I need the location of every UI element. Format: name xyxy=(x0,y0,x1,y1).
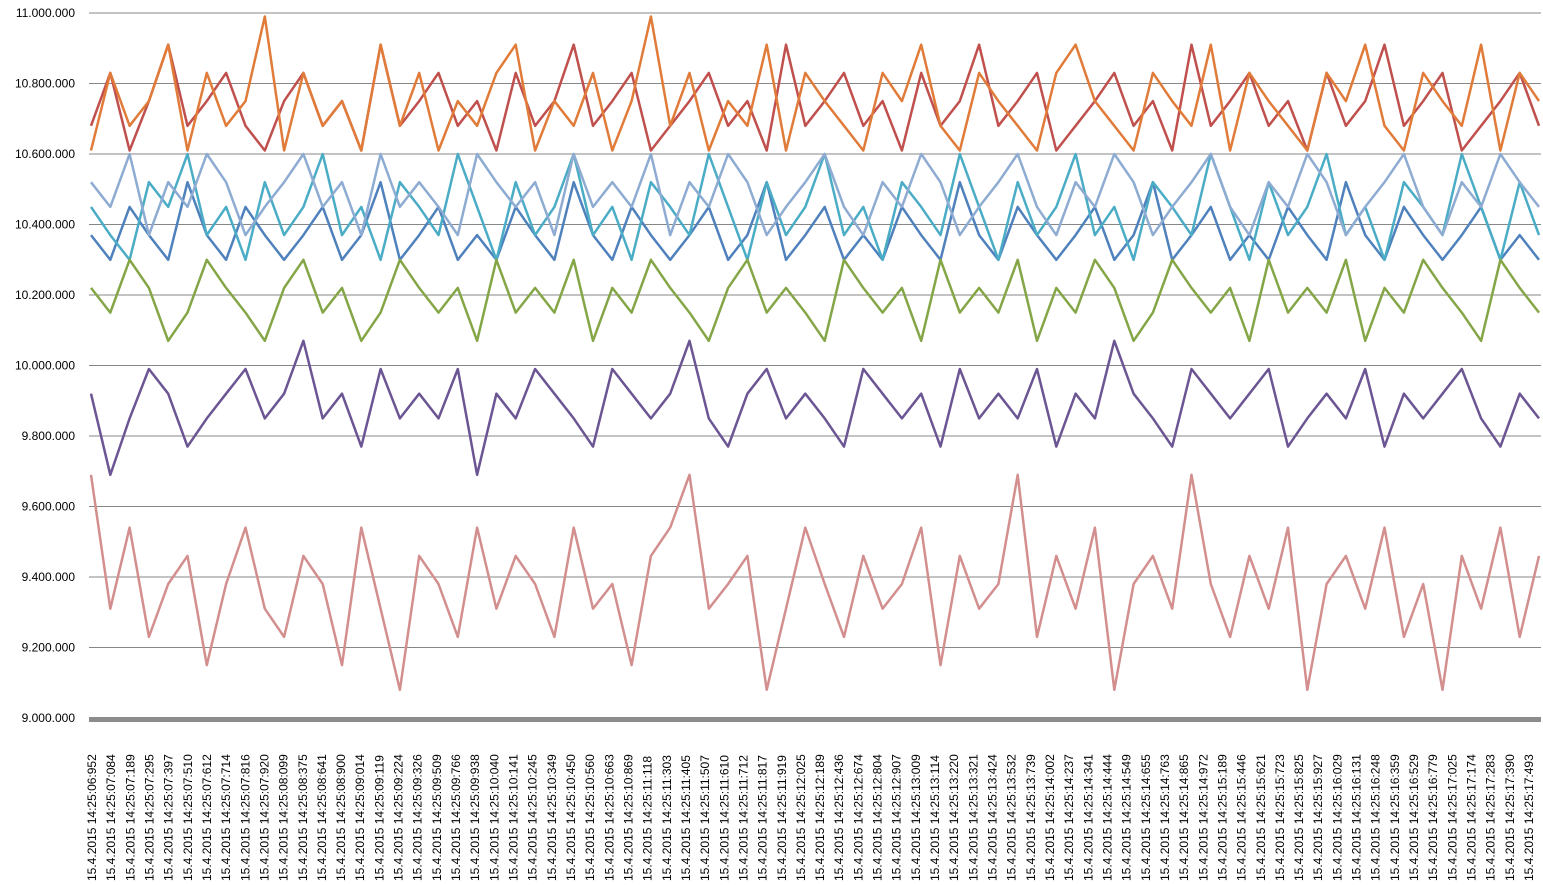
x-tick-label: 15.4.2015 14:25:08:641 xyxy=(315,754,329,881)
x-tick-label: 15.4.2015 14:25:10:560 xyxy=(583,754,597,881)
gridlines xyxy=(89,12,1541,648)
y-tick-label: 9.400.000 xyxy=(22,570,76,584)
x-tick-label: 15.4.2015 14:25:14:972 xyxy=(1196,754,1210,881)
x-tick-label: 15.4.2015 14:25:14:549 xyxy=(1120,754,1134,881)
y-tick-label: 9.800.000 xyxy=(22,429,76,443)
x-tick-label: 15.4.2015 14:25:17:493 xyxy=(1522,754,1536,881)
series-lines xyxy=(89,15,1541,692)
x-tick-label: 15.4.2015 14:25:11:817 xyxy=(756,755,770,881)
x-tick-label: 15.4.2015 14:25:12:907 xyxy=(890,754,904,881)
x-tick-label: 15.4.2015 14:25:10:663 xyxy=(602,754,616,881)
x-tick-label: 15.4.2015 14:25:10:349 xyxy=(545,754,559,881)
x-tick-label: 15.4.2015 14:25:07:295 xyxy=(143,754,157,881)
y-tick-label: 10.000.000 xyxy=(15,359,75,373)
x-axis-tick-labels: 15.4.2015 14:25:06:952 15.4.2015 14:25:07… xyxy=(85,754,1536,881)
x-tick-label: 15.4.2015 14:25:07:084 xyxy=(104,754,118,881)
y-tick-label: 11.000.000 xyxy=(16,6,75,20)
x-tick-label: 15.4.2015 14:25:16:131 xyxy=(1350,754,1364,881)
x-tick-label: 15.4.2015 14:25:14:763 xyxy=(1158,754,1172,881)
x-tick-label: 15.4.2015 14:25:15:446 xyxy=(1235,754,1249,881)
x-tick-label: 15.4.2015 14:25:13:739 xyxy=(1024,754,1038,881)
x-tick-label: 15.4.2015 14:25:16:248 xyxy=(1369,754,1383,881)
x-tick-label: 15.4.2015 14:25:09:119 xyxy=(372,755,386,881)
x-tick-label: 15.4.2015 14:25:10:869 xyxy=(622,754,636,881)
x-tick-label: 15.4.2015 14:25:13:532 xyxy=(1005,754,1019,881)
series-line-2 xyxy=(89,15,1541,152)
x-tick-label: 15.4.2015 14:25:06:952 xyxy=(85,754,99,881)
y-tick-label: 9.000.000 xyxy=(22,711,76,725)
y-tick-label: 10.800.000 xyxy=(15,77,75,91)
x-tick-label: 15.4.2015 14:25:12:674 xyxy=(851,754,865,881)
x-tick-label: 15.4.2015 14:25:12:189 xyxy=(813,754,827,881)
x-tick-label: 15.4.2015 14:25:09:766 xyxy=(449,754,463,881)
x-tick-label: 15.4.2015 14:25:17:283 xyxy=(1484,754,1498,881)
x-tick-label: 15.4.2015 14:25:13:424 xyxy=(986,754,1000,881)
y-tick-label: 10.600.000 xyxy=(15,147,75,161)
x-tick-label: 15.4.2015 14:25:16:779 xyxy=(1426,754,1440,881)
x-tick-label: 15.4.2015 14:25:11:610 xyxy=(717,755,731,881)
y-axis-tick-labels: 9.000.000 9.200.000 9.400.000 9.600.000 9.80… xyxy=(15,6,75,725)
x-tick-label: 15.4.2015 14:25:15:189 xyxy=(1215,754,1229,881)
x-tick-label: 15.4.2015 14:25:15:927 xyxy=(1311,754,1325,881)
series-line-6 xyxy=(90,258,1540,343)
series-line-7 xyxy=(89,339,1540,477)
x-tick-label: 15.4.2015 14:25:17:174 xyxy=(1465,754,1479,881)
x-axis-line xyxy=(89,717,1541,722)
y-tick-label: 9.200.000 xyxy=(22,641,76,655)
x-tick-label: 15.4.2015 14:25:16:029 xyxy=(1330,754,1344,881)
x-tick-label: 15.4.2015 14:25:14:341 xyxy=(1081,754,1095,881)
x-tick-label: 15.4.2015 14:25:08:900 xyxy=(334,754,348,881)
x-tick-label: 15.4.2015 14:25:07:397 xyxy=(162,754,176,881)
x-tick-label: 15.4.2015 14:25:07:816 xyxy=(238,754,252,881)
y-tick-label: 10.200.000 xyxy=(15,288,75,302)
x-tick-label: 15.4.2015 14:25:11:507 xyxy=(698,755,712,881)
x-tick-label: 15.4.2015 14:25:09:326 xyxy=(411,754,425,881)
x-tick-label: 15.4.2015 14:25:12:436 xyxy=(832,754,846,881)
x-tick-label: 15.4.2015 14:25:14:444 xyxy=(1101,754,1115,881)
x-tick-label: 15.4.2015 14:25:17:390 xyxy=(1503,754,1517,881)
x-tick-label: 15.4.2015 14:25:15:825 xyxy=(1292,754,1306,881)
x-tick-label: 15.4.2015 14:25:11:712 xyxy=(736,755,750,881)
x-tick-label: 15.4.2015 14:25:07:714 xyxy=(219,754,233,881)
x-tick-label: 15.4.2015 14:25:07:510 xyxy=(181,754,195,881)
x-tick-label: 15.4.2015 14:25:09:224 xyxy=(392,754,406,881)
series-line-8 xyxy=(89,473,1541,692)
x-tick-label: 15.4.2015 14:25:14:237 xyxy=(1062,754,1076,881)
x-tick-label: 15.4.2015 14:25:11:405 xyxy=(679,755,693,881)
x-tick-label: 15.4.2015 14:25:10:450 xyxy=(564,754,578,881)
x-tick-label: 15.4.2015 14:25:08:375 xyxy=(296,754,310,881)
series-line-5 xyxy=(90,152,1540,237)
x-tick-label: 15.4.2015 14:25:09:014 xyxy=(353,754,367,881)
x-tick-label: 15.4.2015 14:25:16:529 xyxy=(1407,754,1421,881)
y-tick-label: 9.600.000 xyxy=(22,500,76,514)
x-tick-label: 15.4.2015 14:25:10:245 xyxy=(526,754,540,881)
x-tick-label: 15.4.2015 14:25:07:189 xyxy=(123,754,137,881)
x-tick-label: 15.4.2015 14:25:09:938 xyxy=(468,754,482,881)
x-tick-label: 15.4.2015 14:25:13:009 xyxy=(909,754,923,881)
x-tick-label: 15.4.2015 14:25:07:612 xyxy=(200,754,214,881)
x-tick-label: 15.4.2015 14:25:12:025 xyxy=(794,754,808,881)
x-tick-label: 15.4.2015 14:25:14:865 xyxy=(1177,754,1191,881)
y-tick-label: 10.400.000 xyxy=(15,218,75,232)
x-tick-label: 15.4.2015 14:25:07:920 xyxy=(257,754,271,881)
x-tick-label: 15.4.2015 14:25:11:118 xyxy=(641,756,655,881)
x-tick-label: 15.4.2015 14:25:17:025 xyxy=(1445,754,1459,881)
x-tick-label: 15.4.2015 14:25:15:621 xyxy=(1254,754,1268,881)
x-tick-label: 15.4.2015 14:25:13:321 xyxy=(966,754,980,881)
x-tick-label: 15.4.2015 14:25:14:655 xyxy=(1139,754,1153,881)
x-tick-label: 15.4.2015 14:25:11:303 xyxy=(660,755,674,881)
x-tick-label: 15.4.2015 14:25:14:002 xyxy=(1043,754,1057,881)
x-tick-label: 15.4.2015 14:25:13:114 xyxy=(928,755,942,881)
x-tick-label: 15.4.2015 14:25:08:099 xyxy=(277,754,291,881)
x-tick-label: 15.4.2015 14:25:12:804 xyxy=(871,754,885,881)
x-tick-label: 15.4.2015 14:25:15:723 xyxy=(1273,754,1287,881)
x-tick-label: 15.4.2015 14:25:10:040 xyxy=(487,754,501,881)
x-tick-label: 15.4.2015 14:25:11:919 xyxy=(775,755,789,881)
x-tick-label: 15.4.2015 14:25:10:141 xyxy=(507,754,521,881)
x-tick-label: 15.4.2015 14:25:09:509 xyxy=(430,754,444,881)
x-tick-label: 15.4.2015 14:25:16:359 xyxy=(1388,754,1402,881)
series-line-1 xyxy=(89,43,1541,152)
x-tick-label: 15.4.2015 14:25:13:220 xyxy=(947,754,961,881)
